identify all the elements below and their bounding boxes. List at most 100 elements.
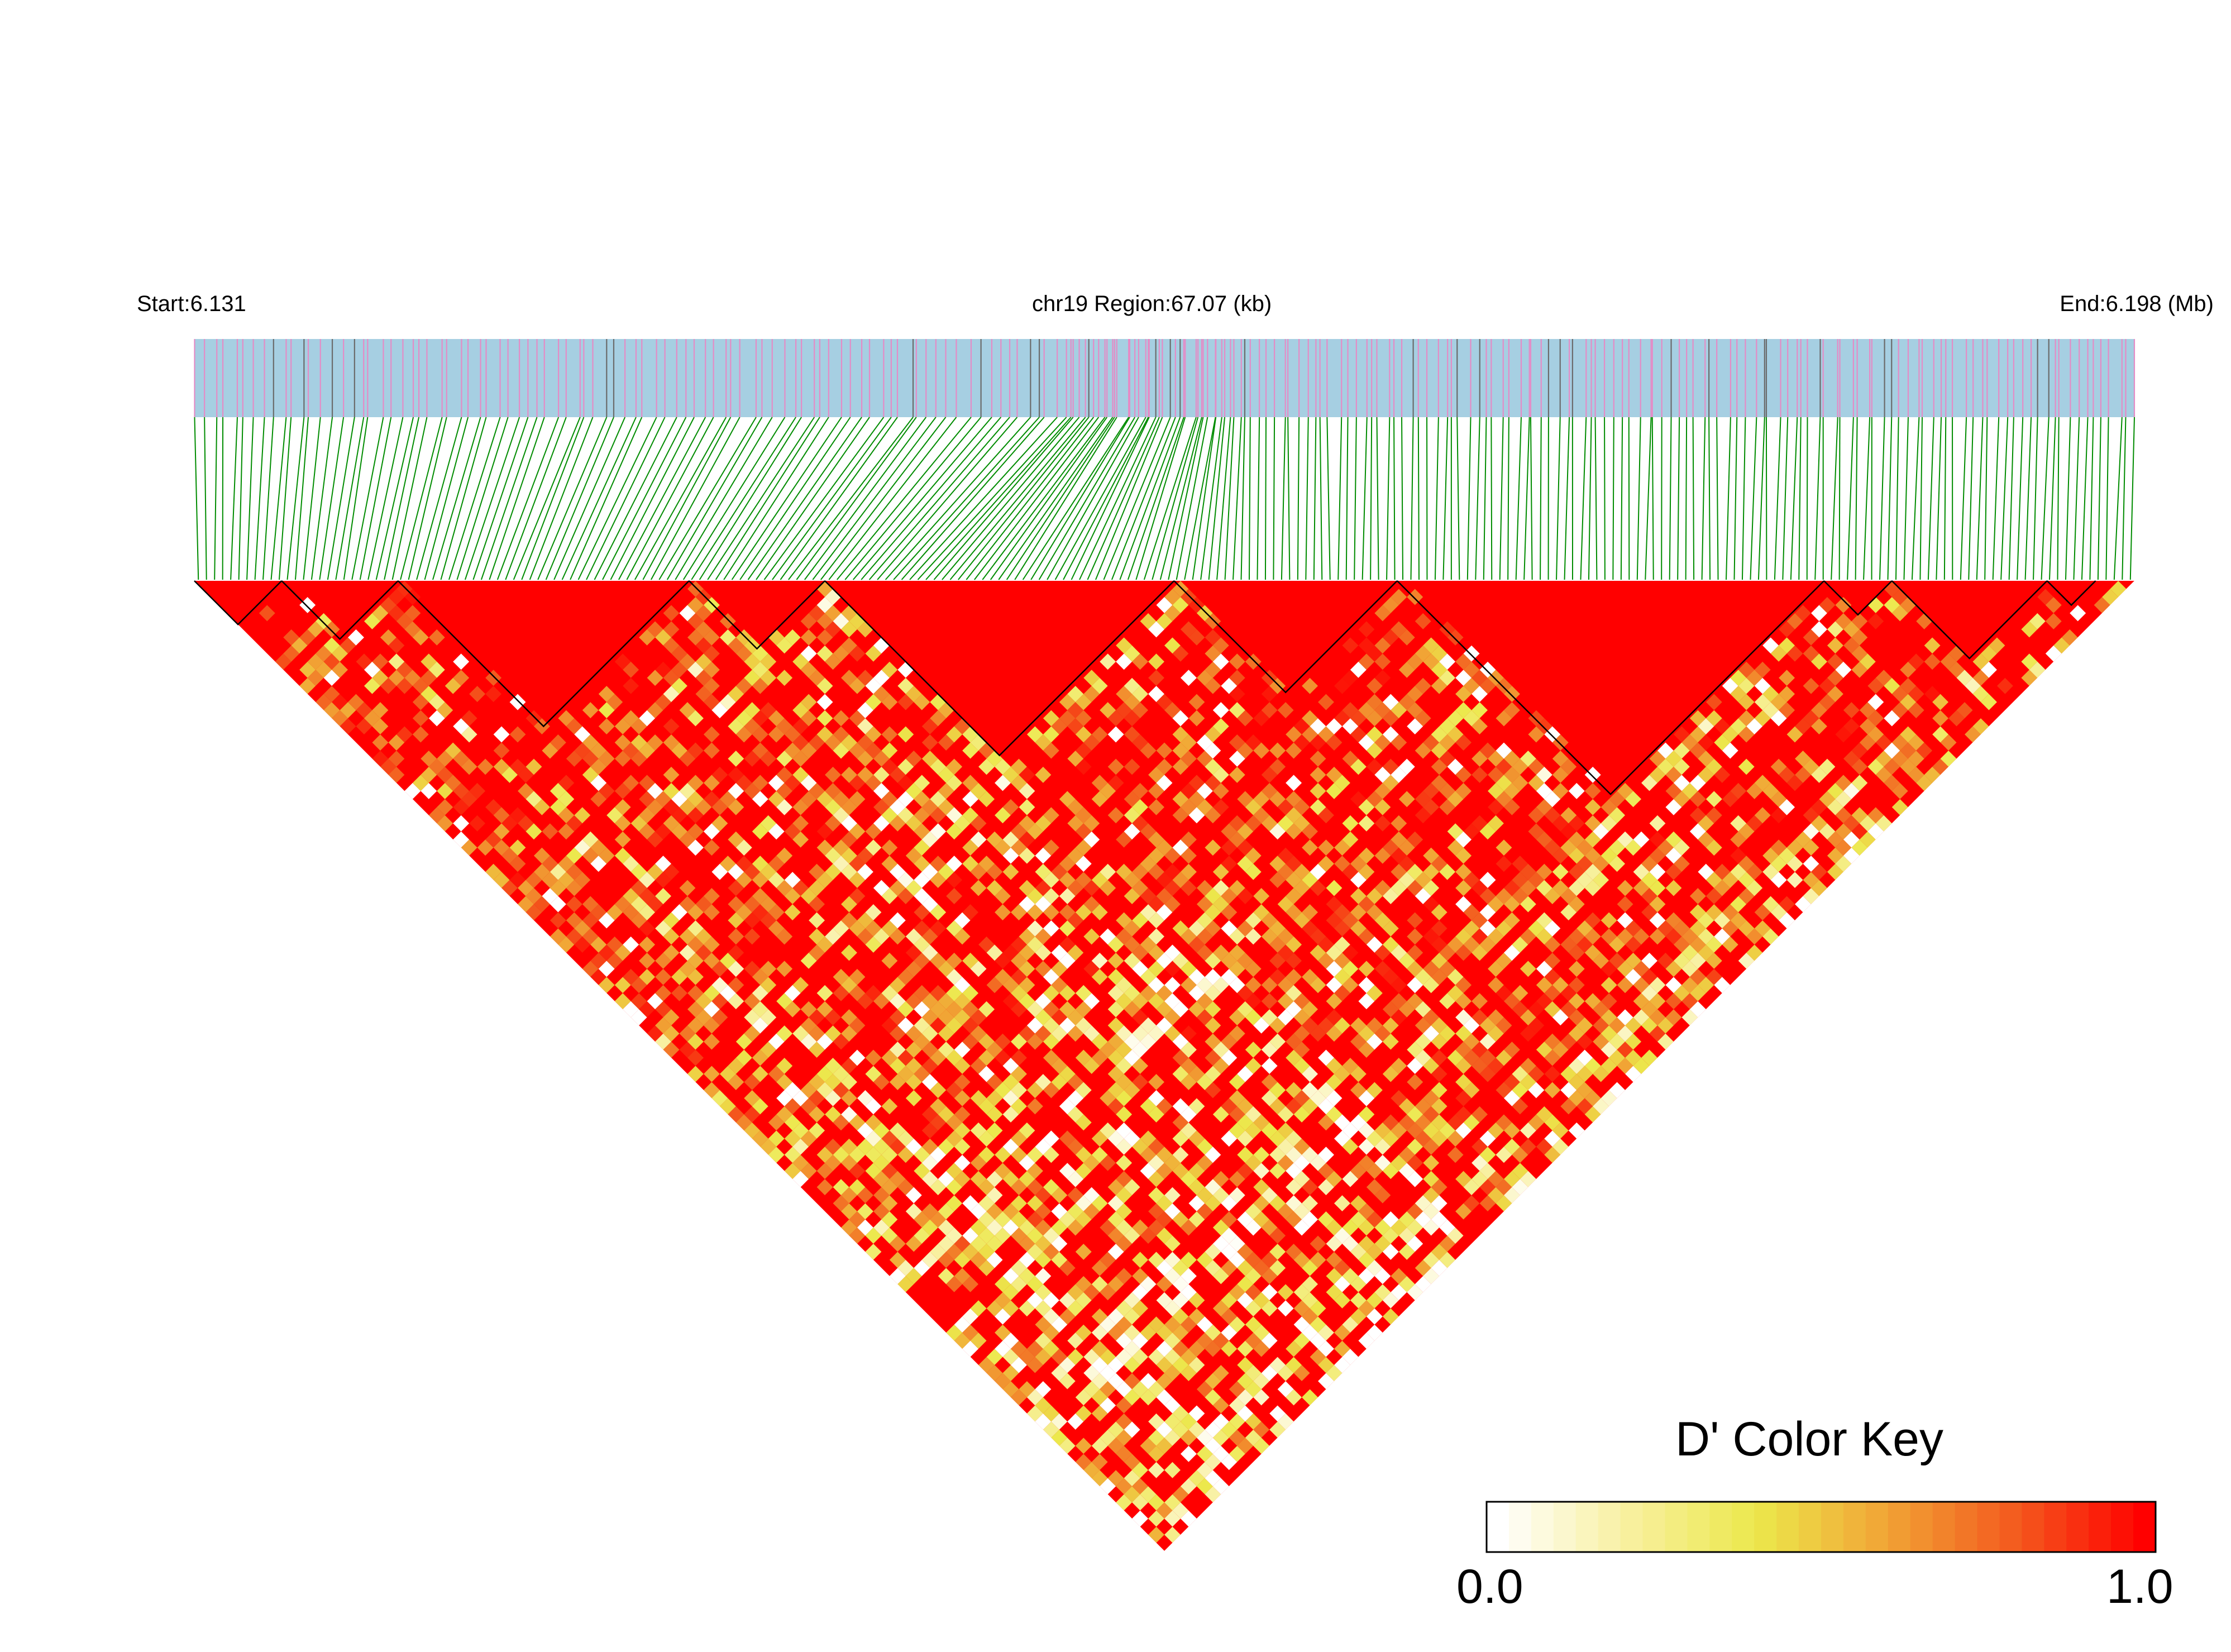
connector-line — [1847, 417, 1853, 580]
connector-line — [1338, 417, 1341, 580]
connector-line — [481, 417, 537, 580]
connector-line — [1540, 417, 1541, 580]
connector-line — [1678, 417, 1679, 580]
connector-line — [1241, 417, 1245, 580]
color-key-band — [1709, 1502, 1732, 1552]
connector-line — [417, 417, 461, 580]
color-key-title: D' Color Key — [1675, 1412, 1943, 1467]
color-key-band — [1999, 1502, 2022, 1552]
connector-line — [1298, 417, 1299, 580]
connector-line — [716, 417, 820, 580]
connector-line — [1531, 417, 1532, 580]
connector-line — [1928, 417, 1934, 580]
connector-line — [1791, 417, 1797, 580]
color-key-band — [2044, 1502, 2066, 1552]
color-key-band — [1866, 1502, 1888, 1552]
color-key-band — [1509, 1502, 1531, 1552]
connector-line — [2001, 417, 2008, 580]
connector-line — [2130, 417, 2134, 580]
connector-line — [910, 417, 1057, 580]
connector-line — [1709, 417, 1710, 580]
variant-track — [194, 339, 2134, 417]
color-key-band — [1821, 1502, 1843, 1552]
connector-line — [1864, 417, 1870, 580]
connector-line — [1079, 417, 1156, 580]
connector-line — [1418, 417, 1419, 580]
connector-line — [1985, 417, 1987, 580]
connector-line — [247, 417, 253, 580]
connector-line — [635, 417, 726, 580]
connector-line — [627, 417, 713, 580]
connector-line — [1670, 417, 1671, 580]
connector-line — [1354, 417, 1356, 580]
connector-line — [789, 417, 913, 580]
connector-line — [748, 417, 862, 580]
connector-line — [1807, 417, 1808, 580]
connector-line — [2090, 417, 2093, 580]
connector-line — [1595, 417, 1597, 580]
connector-line — [2057, 417, 2058, 580]
color-key-bar — [1487, 1502, 2156, 1552]
connector-line — [1273, 417, 1274, 580]
color-key-band — [1621, 1502, 1643, 1552]
connector-line — [1904, 417, 1908, 580]
connector-line — [1759, 417, 1765, 580]
connector-line — [1880, 417, 1885, 580]
connector-line — [1387, 417, 1389, 580]
connector-line — [1257, 417, 1259, 580]
variant-track-background — [194, 339, 2134, 417]
color-key-band — [1665, 1502, 1687, 1552]
connector-line — [2042, 417, 2049, 580]
connector-line — [619, 417, 705, 580]
connector-line — [546, 417, 614, 580]
connector-line — [2066, 417, 2070, 580]
connector-line — [1411, 417, 1413, 580]
connector-line — [1717, 417, 1718, 580]
connector-line — [1288, 417, 1289, 580]
connector-line — [441, 417, 486, 580]
connector-line — [1969, 417, 1973, 580]
color-key-band — [2066, 1502, 2089, 1552]
connector-line — [1565, 417, 1570, 580]
color-key-band — [1799, 1502, 1821, 1552]
connector-line — [1693, 417, 1694, 580]
connector-line — [1831, 417, 1838, 580]
connector-line — [1645, 417, 1651, 580]
connector-line — [498, 417, 558, 580]
connector-line — [2082, 417, 2088, 580]
connector-line — [231, 417, 237, 580]
connector-line — [1346, 417, 1348, 580]
connector-line — [1233, 417, 1241, 580]
connector-line — [1742, 417, 1745, 580]
color-key-band — [1598, 1502, 1621, 1552]
connector-line — [1775, 417, 1781, 580]
color-key-band — [1554, 1502, 1576, 1552]
connector-line — [2033, 417, 2038, 580]
connector-line — [934, 417, 1073, 580]
connector-line — [1524, 417, 1530, 580]
connector-line — [1491, 417, 1492, 580]
connector-line — [1435, 417, 1439, 580]
color-key-max-label: 1.0 — [2106, 1559, 2173, 1615]
connector-line — [1856, 417, 1857, 580]
connector-line — [1977, 417, 1983, 580]
connector-line — [1516, 417, 1521, 580]
connector-line — [1993, 417, 1999, 580]
connector-line — [1783, 417, 1788, 580]
region-size-label: chr19 Region:67.07 (kb) — [1032, 292, 1272, 317]
connector-line — [1912, 417, 1919, 580]
color-key-band — [1576, 1502, 1598, 1552]
connector-line — [214, 417, 217, 580]
connector-line — [570, 417, 642, 580]
connector-line — [740, 417, 851, 580]
connector-line — [255, 417, 265, 580]
end-position-label: End:6.198 (Mb) — [2060, 292, 2214, 317]
connector-line — [1282, 417, 1286, 580]
connector-line — [1314, 417, 1316, 580]
connector-line — [586, 417, 665, 580]
connector-line — [2017, 417, 2023, 580]
connector-line — [1945, 417, 1946, 580]
connector-line — [1475, 417, 1479, 580]
connector-line — [344, 417, 368, 580]
